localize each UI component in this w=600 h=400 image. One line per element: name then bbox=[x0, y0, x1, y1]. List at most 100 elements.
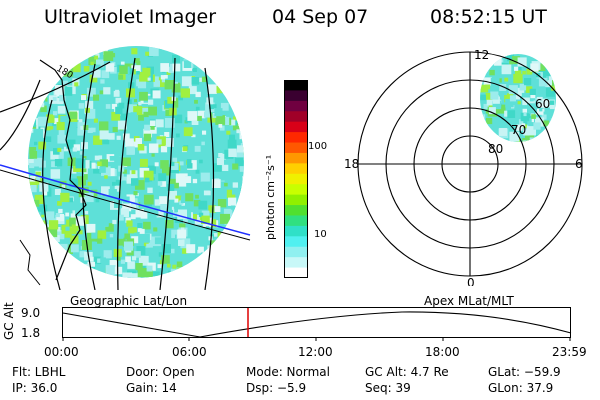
emission-pixel bbox=[210, 240, 219, 249]
emission-pixel bbox=[46, 74, 56, 83]
emission-pixel bbox=[232, 255, 238, 261]
emission-pixel bbox=[172, 264, 177, 269]
emission-pixel bbox=[146, 270, 153, 278]
emission-pixel bbox=[530, 93, 536, 99]
emission-pixel bbox=[218, 76, 223, 80]
emission-pixel bbox=[156, 79, 165, 88]
emission-pixel bbox=[233, 46, 239, 52]
emission-pixel bbox=[239, 131, 244, 140]
emission-pixel bbox=[167, 277, 172, 278]
emission-pixel bbox=[220, 213, 230, 224]
emission-pixel bbox=[173, 275, 181, 278]
emission-pixel bbox=[177, 229, 187, 239]
emission-pixel bbox=[140, 211, 148, 219]
emission-pixel bbox=[57, 105, 66, 114]
colorbar-cell bbox=[284, 132, 308, 144]
emission-pixel bbox=[143, 221, 151, 230]
emission-pixel bbox=[194, 276, 200, 278]
emission-pixel bbox=[64, 274, 71, 278]
emission-pixel bbox=[143, 133, 152, 142]
emission-pixel bbox=[143, 128, 152, 138]
emission-pixel bbox=[187, 163, 193, 169]
emission-pixel bbox=[78, 103, 85, 109]
emission-pixel bbox=[211, 179, 221, 188]
emission-pixel bbox=[34, 257, 44, 268]
emission-pixel bbox=[76, 176, 86, 186]
altitude-plot bbox=[62, 307, 572, 341]
emission-pixel bbox=[175, 173, 185, 183]
emission-pixel bbox=[214, 260, 220, 265]
emission-pixel bbox=[83, 125, 89, 130]
emission-pixel bbox=[207, 84, 217, 94]
emission-pixel bbox=[239, 274, 244, 278]
altitude-xtick-1200: 12:00 bbox=[298, 345, 333, 359]
emission-pixel bbox=[56, 227, 61, 232]
emission-pixel bbox=[174, 265, 180, 271]
emission-pixel bbox=[66, 219, 72, 226]
emission-pixel bbox=[215, 251, 224, 260]
info-seq: Seq: 39 bbox=[365, 381, 411, 395]
emission-pixel bbox=[31, 52, 37, 59]
emission-pixel bbox=[207, 274, 216, 278]
emission-pixel bbox=[62, 260, 73, 271]
emission-pixel bbox=[97, 238, 103, 244]
emission-pixel bbox=[50, 169, 61, 179]
emission-pixel bbox=[112, 126, 118, 133]
emission-pixel bbox=[201, 141, 205, 146]
emission-pixel bbox=[136, 246, 146, 255]
emission-pixel bbox=[172, 54, 180, 63]
emission-pixel bbox=[127, 99, 132, 104]
emission-pixel bbox=[115, 179, 121, 185]
emission-pixel bbox=[147, 77, 151, 81]
emission-pixel bbox=[165, 219, 174, 229]
emission-pixel bbox=[103, 204, 109, 209]
emission-pixel bbox=[224, 247, 232, 255]
emission-pixel bbox=[37, 252, 48, 263]
emission-pixel bbox=[219, 265, 226, 272]
altitude-ytick-max: 9.0 bbox=[21, 306, 41, 320]
colorbar-cell bbox=[284, 184, 308, 196]
colorbar-cell bbox=[284, 100, 308, 112]
emission-pixel bbox=[100, 79, 105, 84]
time-label: 08:52:15 UT bbox=[430, 6, 547, 28]
emission-pixel bbox=[131, 178, 139, 186]
emission-pixel bbox=[492, 100, 502, 110]
emission-pixel bbox=[109, 234, 114, 238]
emission-pixel bbox=[232, 182, 238, 188]
emission-pixel bbox=[152, 220, 162, 230]
emission-pixel bbox=[111, 103, 117, 110]
emission-pixel bbox=[33, 128, 44, 139]
emission-pixel bbox=[179, 179, 187, 187]
emission-pixel bbox=[181, 76, 192, 87]
emission-pixel bbox=[236, 221, 244, 232]
emission-pixel bbox=[202, 237, 212, 247]
emission-pixel bbox=[87, 127, 93, 133]
emission-pixel bbox=[174, 198, 179, 203]
emission-pixel bbox=[500, 59, 504, 63]
colorbar-cell bbox=[284, 121, 308, 133]
emission-pixel bbox=[29, 151, 38, 159]
emission-pixel bbox=[63, 86, 73, 96]
emission-pixel bbox=[88, 256, 94, 262]
emission-pixel bbox=[523, 141, 532, 142]
emission-pixel bbox=[109, 260, 118, 269]
emission-pixel bbox=[226, 130, 231, 135]
emission-pixel bbox=[504, 110, 511, 117]
emission-pixel bbox=[118, 102, 125, 109]
emission-pixel bbox=[195, 106, 200, 111]
emission-pixel bbox=[235, 70, 243, 77]
emission-pixel bbox=[232, 186, 241, 195]
emission-pixel bbox=[203, 188, 211, 196]
emission-pixel bbox=[240, 190, 244, 194]
emission-pixel bbox=[45, 136, 52, 142]
emission-pixel bbox=[138, 255, 149, 266]
emission-pixel bbox=[135, 209, 144, 218]
emission-pixel bbox=[115, 170, 121, 177]
emission-pixel bbox=[142, 264, 146, 269]
emission-pixel bbox=[180, 88, 190, 98]
emission-pixel bbox=[171, 83, 181, 93]
emission-pixel bbox=[220, 153, 226, 160]
emission-pixel bbox=[198, 77, 203, 82]
emission-pixel bbox=[54, 189, 61, 195]
emission-pixel bbox=[226, 52, 232, 59]
